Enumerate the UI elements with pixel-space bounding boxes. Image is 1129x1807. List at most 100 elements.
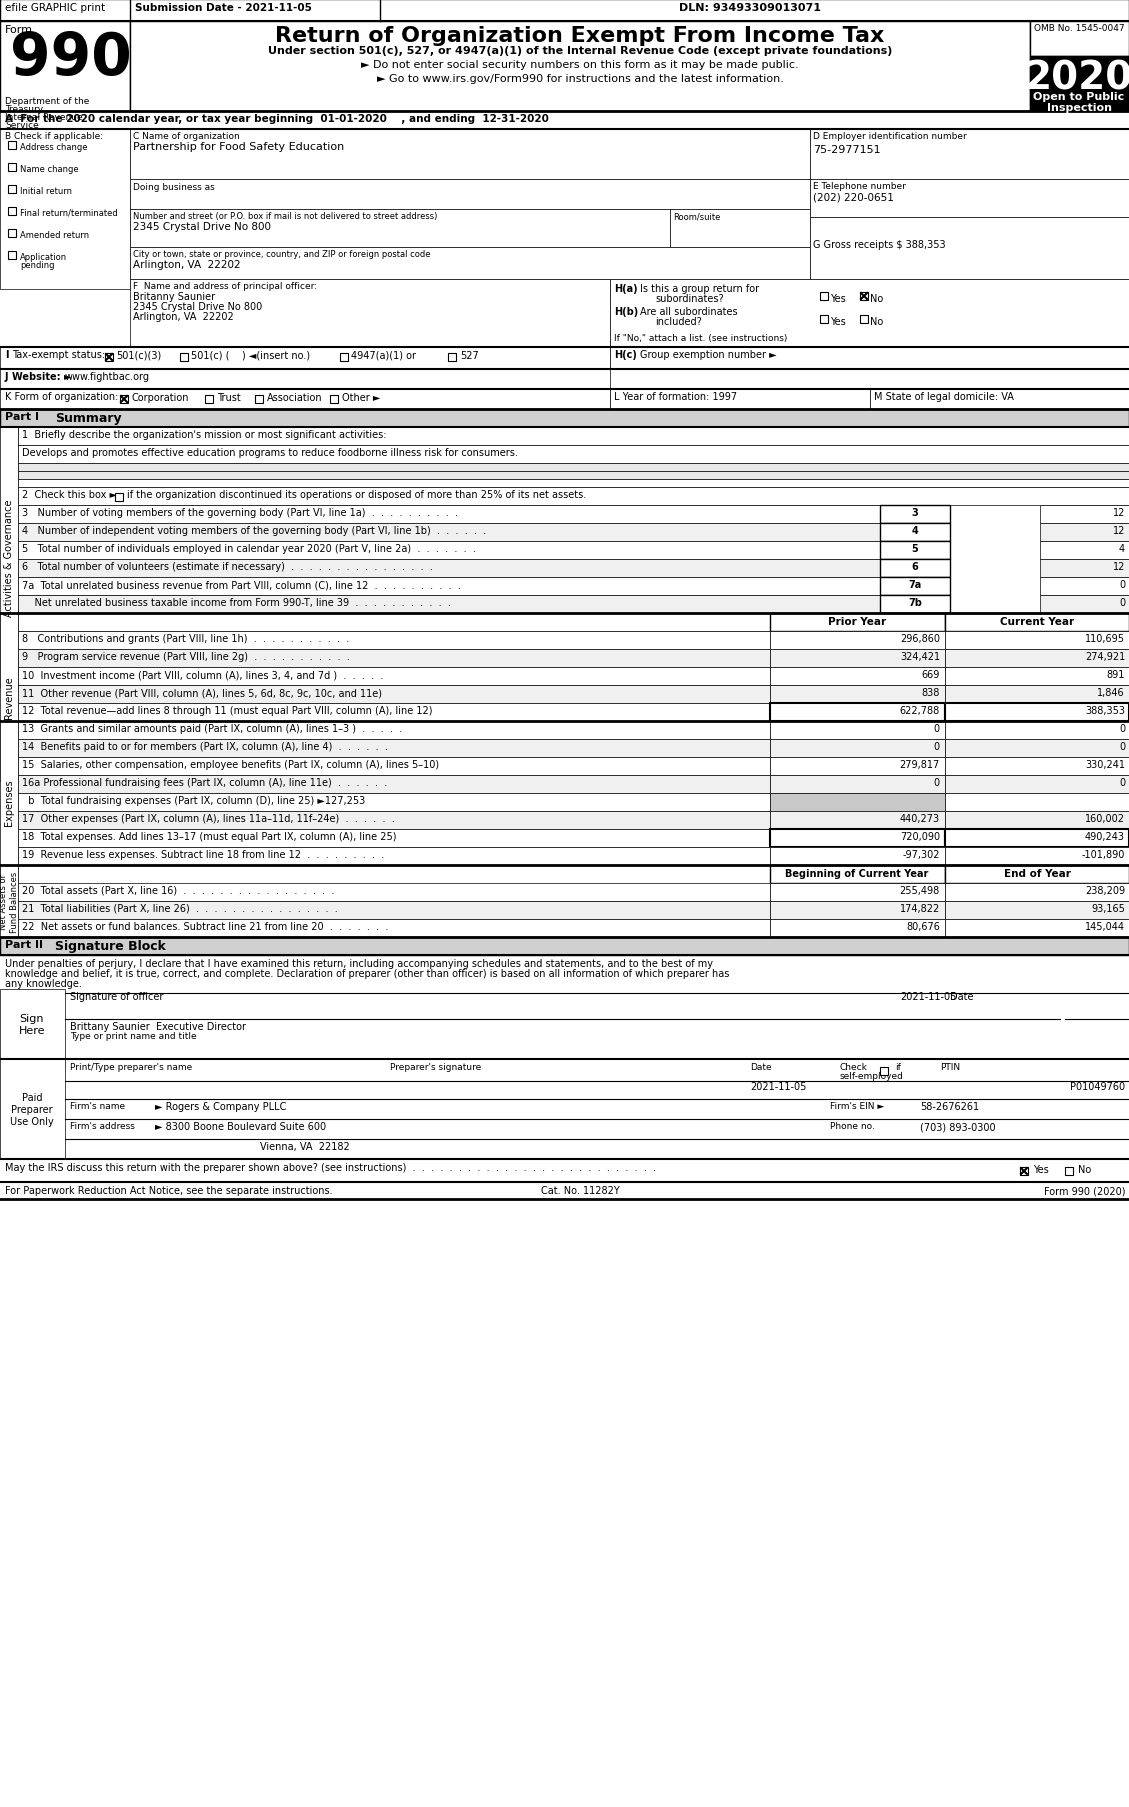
Bar [770, 793, 945, 811]
Bar [330, 396, 338, 403]
Text: (202) 220-0651: (202) 220-0651 [813, 193, 894, 202]
Text: Summary: Summary [55, 412, 122, 425]
Bar [860, 316, 868, 323]
Text: Tax-exempt status:: Tax-exempt status: [12, 351, 105, 360]
Text: Final return/terminated: Final return/terminated [20, 210, 117, 219]
Text: 174,822: 174,822 [900, 904, 940, 914]
Text: 13  Grants and similar amounts paid (Part IX, column (A), lines 1–3 )  .  .  .  : 13 Grants and similar amounts paid (Part… [21, 723, 402, 734]
Text: www.fightbac.org: www.fightbac.org [65, 372, 150, 381]
Text: Internal Revenue: Internal Revenue [5, 112, 82, 121]
Bar [945, 721, 1129, 739]
Bar [770, 651, 945, 667]
Text: 0: 0 [934, 777, 940, 788]
Bar [945, 847, 1129, 866]
Text: Beginning of Current Year: Beginning of Current Year [786, 869, 929, 878]
Bar [18, 847, 770, 866]
Bar [0, 1059, 65, 1160]
Bar [945, 739, 1129, 757]
Bar [1065, 1167, 1073, 1175]
Bar [770, 829, 945, 847]
Text: Current Year: Current Year [1000, 616, 1074, 627]
Text: Form: Form [5, 25, 33, 34]
Bar [770, 685, 945, 703]
Bar [770, 721, 945, 739]
Bar [130, 181, 809, 210]
Text: No: No [870, 295, 883, 304]
Text: 4: 4 [1119, 544, 1124, 553]
Text: Signature of officer: Signature of officer [70, 992, 164, 1001]
Bar [0, 22, 130, 112]
Bar [8, 186, 16, 193]
Text: Are all subordinates: Are all subordinates [640, 307, 737, 316]
Text: Trust: Trust [217, 392, 240, 403]
Bar [18, 793, 770, 811]
Text: K Form of organization:: K Form of organization: [5, 392, 119, 401]
Text: Activities & Governance: Activities & Governance [5, 499, 14, 616]
Bar [8, 143, 16, 150]
Text: Treasury: Treasury [5, 105, 43, 114]
Bar [448, 354, 456, 361]
Bar [130, 210, 669, 248]
Text: 720,090: 720,090 [900, 831, 940, 842]
Bar [18, 488, 1129, 506]
Bar [770, 866, 945, 884]
Bar [770, 614, 945, 632]
Text: Type or print name and title: Type or print name and title [70, 1032, 196, 1041]
Text: ► Do not enter social security numbers on this form as it may be made public.: ► Do not enter social security numbers o… [361, 60, 799, 70]
Text: Develops and promotes effective education programs to reduce foodborne illness r: Develops and promotes effective educatio… [21, 448, 518, 457]
Text: For Paperwork Reduction Act Notice, see the separate instructions.: For Paperwork Reduction Act Notice, see … [5, 1185, 333, 1196]
Text: 8   Contributions and grants (Part VIII, line 1h)  .  .  .  .  .  .  .  .  .  . : 8 Contributions and grants (Part VIII, l… [21, 634, 349, 643]
Text: I: I [5, 351, 9, 360]
Text: 330,241: 330,241 [1085, 759, 1124, 770]
Text: Signature Block: Signature Block [55, 940, 166, 952]
Bar [18, 829, 770, 847]
Text: Britanny Saunier: Britanny Saunier [133, 293, 216, 302]
Text: 4: 4 [911, 526, 918, 535]
Text: 324,421: 324,421 [900, 652, 940, 661]
Text: Open to Public: Open to Public [1033, 92, 1124, 101]
Bar [0, 347, 610, 370]
Bar [18, 651, 770, 667]
Bar [945, 793, 1129, 811]
Text: D Employer identification number: D Employer identification number [813, 132, 966, 141]
Text: Association: Association [266, 392, 323, 403]
Text: if: if [895, 1063, 901, 1072]
Bar [879, 524, 949, 542]
Text: 2020: 2020 [1025, 60, 1129, 98]
Text: 2021-11-05: 2021-11-05 [900, 992, 956, 1001]
Text: any knowledge.: any knowledge. [5, 978, 82, 988]
Text: Net unrelated business taxable income from Form 990-T, line 39  .  .  .  .  .  .: Net unrelated business taxable income fr… [21, 598, 450, 607]
Text: self-employed: self-employed [840, 1072, 904, 1081]
Text: 0: 0 [1119, 598, 1124, 607]
Bar [879, 596, 949, 614]
Bar [879, 506, 949, 524]
Bar [945, 757, 1129, 775]
Text: Partnership for Food Safety Education: Partnership for Food Safety Education [133, 143, 344, 152]
Bar [770, 884, 945, 902]
Text: 891: 891 [1106, 670, 1124, 679]
Text: Inspection: Inspection [1047, 103, 1111, 112]
Text: Website: ►: Website: ► [12, 372, 71, 381]
Bar [1030, 58, 1129, 112]
Text: 145,044: 145,044 [1085, 922, 1124, 931]
Bar [945, 884, 1129, 902]
Bar [130, 130, 809, 181]
Text: Group exemption number ►: Group exemption number ► [640, 351, 777, 360]
Text: 4947(a)(1) or: 4947(a)(1) or [351, 351, 415, 361]
Text: included?: included? [655, 316, 702, 327]
Text: 2345 Crystal Drive No 800: 2345 Crystal Drive No 800 [133, 302, 262, 313]
Bar [945, 703, 1129, 721]
Text: Room/suite: Room/suite [673, 211, 720, 220]
Text: Under section 501(c), 527, or 4947(a)(1) of the Internal Revenue Code (except pr: Under section 501(c), 527, or 4947(a)(1)… [268, 45, 892, 56]
Text: ► 8300 Boone Boulevard Suite 600: ► 8300 Boone Boulevard Suite 600 [155, 1122, 326, 1131]
Text: 501(c)(3): 501(c)(3) [116, 351, 161, 361]
Bar [1040, 542, 1129, 560]
Text: 0: 0 [1119, 777, 1124, 788]
Bar [0, 130, 130, 289]
Bar [610, 347, 1129, 370]
Bar [18, 506, 879, 524]
Bar [8, 208, 16, 215]
Text: Date: Date [949, 992, 973, 1001]
Text: 990: 990 [10, 31, 132, 87]
Text: Print/Type preparer's name: Print/Type preparer's name [70, 1063, 192, 1072]
